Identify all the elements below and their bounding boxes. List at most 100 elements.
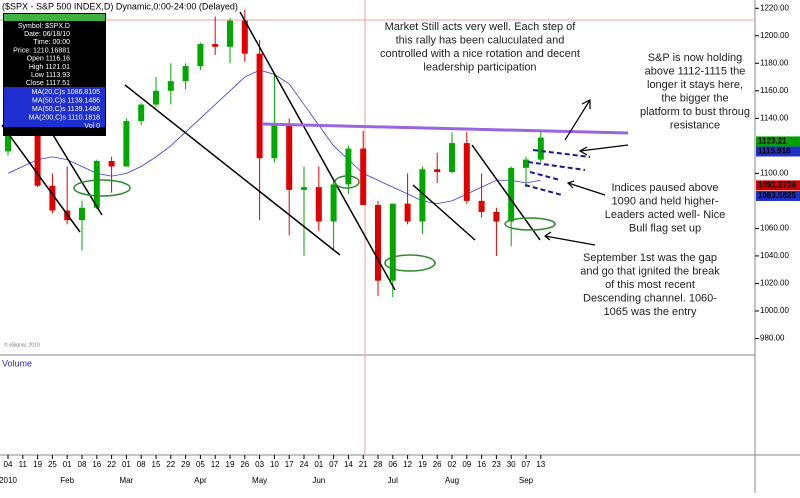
candle-body <box>493 211 500 222</box>
copyright: © eSignal, 2010 <box>4 341 40 348</box>
candle-body <box>108 160 115 167</box>
x-tick-label: 19 <box>418 460 427 469</box>
candle-body <box>286 123 293 190</box>
x-tick-label: 11 <box>19 460 28 469</box>
candle-body <box>49 185 56 211</box>
x-tick-label: 26 <box>240 460 249 469</box>
candle-body <box>241 20 248 54</box>
y-tick-label: 1060.00 <box>760 224 789 233</box>
y-tick-label: 1140.00 <box>760 113 789 122</box>
candle-body <box>360 148 367 206</box>
month-label: Feb <box>60 476 74 485</box>
info-row: Close 1117.51 <box>26 80 70 87</box>
y-tick-label: 1100.00 <box>760 168 789 177</box>
resistance-line <box>261 122 629 135</box>
info-row: Open 1116.16 <box>27 56 70 63</box>
info-ma-row: MA(200,C)s 1110.1818 <box>29 114 100 121</box>
arrows <box>543 99 629 246</box>
candle-body <box>419 169 426 222</box>
x-tick-label: 21 <box>359 460 368 469</box>
x-tick-label: 07 <box>522 460 531 469</box>
x-tick-label: 10 <box>270 460 279 469</box>
candle-body <box>34 123 41 186</box>
candle-body <box>256 53 263 159</box>
annotation: the bigger the <box>661 92 728 104</box>
candle-body <box>197 44 204 67</box>
candle-body <box>123 121 130 167</box>
info-row: Date: 06/18/10 <box>24 31 70 38</box>
annotation: Market Still acts very well. Each step o… <box>385 21 577 33</box>
candle-body <box>330 184 337 222</box>
y-tick-label: 1160.00 <box>760 86 789 95</box>
annotation: Bull flag set up <box>629 222 701 234</box>
month-label: Aug <box>445 476 459 485</box>
x-tick-label: 05 <box>196 460 205 469</box>
month-label: Jul <box>388 476 398 485</box>
month-label: Jun <box>312 476 325 485</box>
x-tick-label: 14 <box>344 460 353 469</box>
annotation: this rally has been caluculated and <box>396 34 565 46</box>
x-tick-label: 15 <box>152 460 161 469</box>
y-tick-label: 1220.00 <box>760 3 789 12</box>
x-tick-label: 13 <box>536 460 545 469</box>
info-ma-row: MA(50,C)s 1139.1486 <box>32 106 100 113</box>
annotation: September 1st was the gap <box>583 252 717 264</box>
info-row: Time: 00:00 <box>33 39 70 46</box>
candle-body <box>404 203 411 222</box>
info-ma-row: MA(20,C)s 1086.8105 <box>32 89 101 96</box>
candle-body <box>375 205 381 281</box>
month-label: 2010 <box>0 476 17 485</box>
price-tag-label: 1115.918 <box>758 147 791 156</box>
info-row: Low 1113.93 <box>31 72 70 79</box>
annotation: platform to bust throug <box>640 106 750 118</box>
x-tick-label: 19 <box>33 460 42 469</box>
x-tick-label: 16 <box>477 460 486 469</box>
candle-body <box>463 143 470 201</box>
x-tick-label: 03 <box>255 460 264 469</box>
x-tick-label: 06 <box>388 460 397 469</box>
x-tick-label: 23 <box>492 460 501 469</box>
info-ma-row: MA(50,C)s 1139.1486 <box>32 97 100 104</box>
annotation: 1090 and held higher- <box>611 195 718 207</box>
x-tick-label: 26 <box>433 460 442 469</box>
annotation: Leaders acted well- Nice <box>605 209 725 221</box>
y-tick-label: 1200.00 <box>760 31 789 40</box>
x-tick-label: 24 <box>300 460 309 469</box>
candle-body <box>315 187 322 222</box>
info-row: High 1121.01 <box>29 64 70 71</box>
candle-body <box>449 143 455 172</box>
candle-body <box>389 203 396 281</box>
x-tick-label: 02 <box>448 460 457 469</box>
x-tick-label: 28 <box>374 460 383 469</box>
price-tag <box>756 146 800 157</box>
month-label: May <box>252 476 267 485</box>
month-label: Apr <box>194 476 207 485</box>
y-tick-label: 1000.00 <box>760 306 789 315</box>
candle-body <box>153 90 159 105</box>
candle-body <box>93 160 100 208</box>
x-tick-label: 29 <box>181 460 190 469</box>
x-tick-label: 19 <box>226 460 235 469</box>
annotation: resistance <box>670 119 720 131</box>
x-tick-label: 17 <box>285 460 294 469</box>
price-tag-label: 1083.5825 <box>758 191 796 200</box>
volume-label: Volume <box>2 358 32 368</box>
annotation: Indices paused above <box>611 182 718 194</box>
x-tick-label: 12 <box>403 460 412 469</box>
candle-body <box>227 20 233 47</box>
annotation: 1065 was the entry <box>604 306 697 318</box>
candle-body <box>537 137 544 160</box>
x-tick-label: 07 <box>329 460 338 469</box>
x-tick-label: 01 <box>122 460 131 469</box>
x-tick-label: 08 <box>137 460 146 469</box>
x-tick-label: 16 <box>92 460 101 469</box>
y-tick-label: 1180.00 <box>760 58 789 67</box>
x-tick-label: 01 <box>63 460 72 469</box>
x-tick-label: 25 <box>48 460 57 469</box>
candle-body <box>182 66 189 82</box>
month-label: Mar <box>120 476 134 485</box>
candle-body <box>138 104 145 122</box>
trendlines <box>1 11 541 291</box>
candle-body <box>301 187 307 190</box>
